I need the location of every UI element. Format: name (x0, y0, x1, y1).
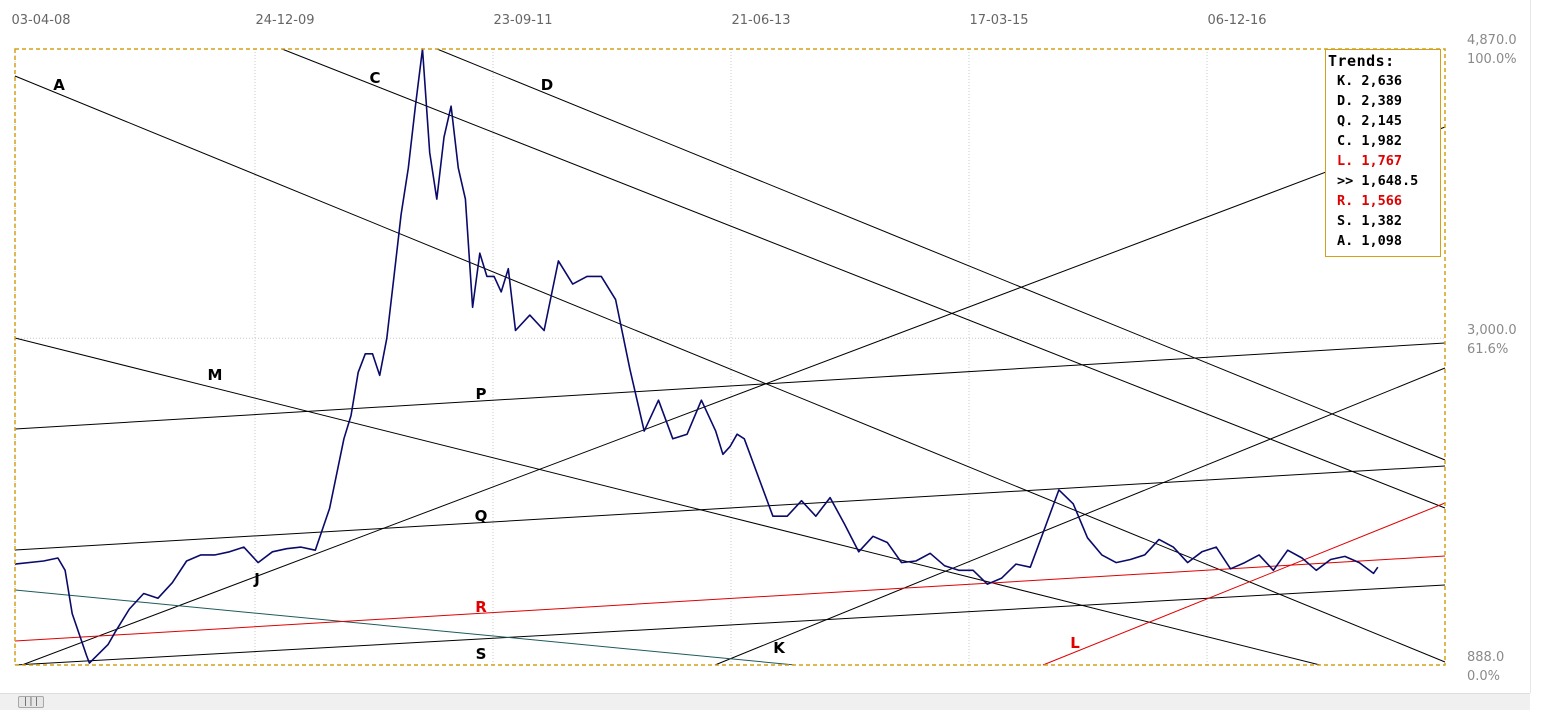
x-tick-label: 23-09-11 (493, 13, 552, 28)
legend-entries: K. 2,636 D. 2,389 Q. 2,145 C. 1,982 L. 1,767… (1328, 71, 1440, 251)
legend-entry: K. 2,636 (1337, 73, 1403, 89)
trend-line (14, 75, 1446, 663)
trend-line (14, 342, 1446, 430)
legend-entry: L. 1,767 (1337, 153, 1403, 169)
trend-line (281, 48, 1446, 509)
y-axis-bottom-pct: 0.0% (1467, 669, 1500, 684)
legend-entry: >> 1,648.5 (1337, 173, 1419, 189)
trend-line (21, 126, 1446, 666)
y-axis-mid-value: 3,000.0 (1467, 323, 1517, 338)
y-axis-top-pct: 100.0% (1467, 52, 1517, 67)
x-tick-label: 03-04-08 (11, 13, 70, 28)
x-tick-label: 17-03-15 (969, 13, 1028, 28)
trend-lines (14, 48, 1446, 666)
price-series (14, 48, 1379, 664)
y-axis-bottom-value: 888.0 (1467, 650, 1504, 665)
trend-label-r: R (475, 598, 487, 616)
trend-line (714, 367, 1446, 666)
trend-line (14, 584, 1446, 666)
gridlines (14, 49, 1445, 665)
trend-line (14, 465, 1446, 551)
legend-title: Trends: (1328, 52, 1395, 70)
trend-line (14, 337, 1321, 666)
trend-label-m: M (208, 366, 223, 384)
trend-line (436, 48, 1446, 461)
y-axis-labels: 4,870.0 100.0% 3,000.0 61.6% 888.0 0.0% (1467, 33, 1517, 684)
right-edge-panel (1530, 0, 1546, 693)
trend-line (14, 589, 796, 666)
horizontal-scrollbar[interactable]: ||| (0, 693, 1530, 710)
trend-label-a: A (53, 76, 65, 94)
trend-label-j: J (253, 570, 260, 588)
trend-label-s: S (476, 645, 487, 663)
trends-legend: Trends: K. 2,636 D. 2,389 Q. 2,145 C. 1,982… (1325, 49, 1441, 257)
trend-line (14, 555, 1446, 642)
trend-line (1042, 502, 1446, 666)
y-axis-top-value: 4,870.0 (1467, 33, 1517, 48)
x-tick-label: 24-12-09 (255, 13, 314, 28)
legend-entry: D. 2,389 (1337, 93, 1403, 109)
price-line (14, 48, 1379, 664)
x-tick-label: 06-12-16 (1207, 13, 1266, 28)
legend-entry: C. 1,982 (1337, 133, 1403, 149)
trend-label-c: C (369, 69, 380, 87)
trend-labels: A C D M P Q J R S K L (53, 69, 1080, 663)
trend-label-p: P (476, 385, 487, 403)
trend-label-l: L (1070, 634, 1080, 652)
trend-label-k: K (773, 639, 786, 657)
legend-entry: Q. 2,145 (1337, 113, 1403, 129)
x-axis-labels: 03-04-08 24-12-09 23-09-11 21-06-13 17-03-15… (11, 13, 1266, 28)
legend-entry: A. 1,098 (1337, 233, 1403, 249)
scrollbar-thumb[interactable]: ||| (18, 696, 44, 708)
y-axis-mid-pct: 61.6% (1467, 342, 1508, 357)
legend-entry: S. 1,382 (1337, 213, 1403, 229)
trend-label-q: Q (475, 507, 488, 525)
x-tick-label: 21-06-13 (731, 13, 790, 28)
legend-entry: R. 1,566 (1337, 193, 1403, 209)
plot-frame (14, 48, 1446, 666)
trend-label-d: D (541, 76, 553, 94)
